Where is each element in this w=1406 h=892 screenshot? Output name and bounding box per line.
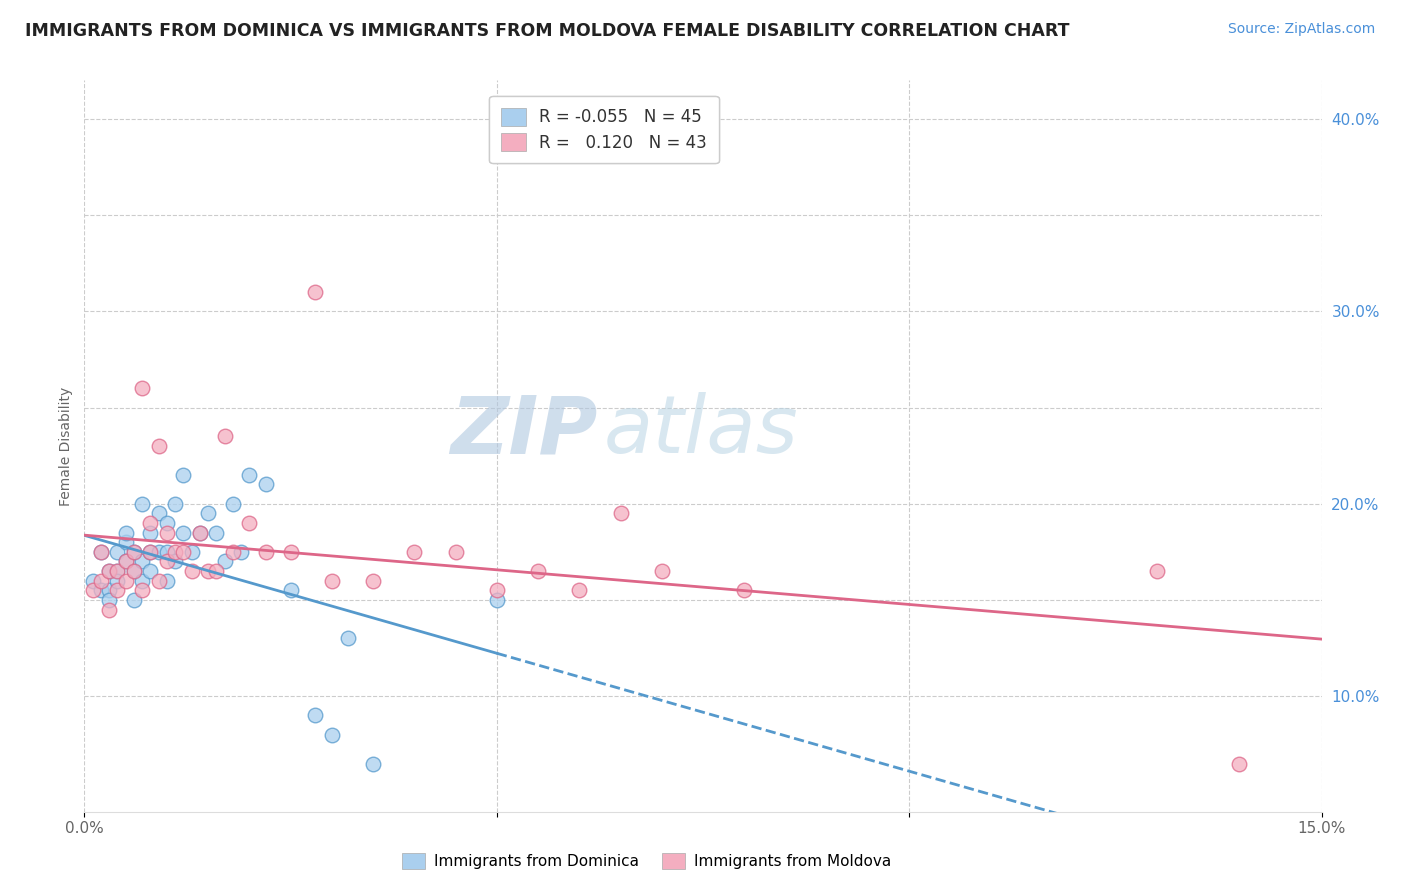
Point [114,535,136,549]
Legend: R = -0.055   N = 45, R =   0.120   N = 43: R = -0.055 N = 45, R = 0.120 N = 43 [489,96,718,163]
Point [131,381,153,395]
Point [122,564,145,578]
Point [485,583,508,598]
Point [254,477,277,491]
Text: ZIP: ZIP [450,392,598,470]
Point [197,507,219,521]
Point [105,583,128,598]
Point [148,439,170,453]
Point [361,574,384,588]
Point [98,593,121,607]
Point [180,545,202,559]
Text: IMMIGRANTS FROM DOMINICA VS IMMIGRANTS FROM MOLDOVA FEMALE DISABILITY CORRELATIO: IMMIGRANTS FROM DOMINICA VS IMMIGRANTS F… [25,22,1070,40]
Point [122,593,145,607]
Point [280,545,302,559]
Point [165,554,187,568]
Point [238,467,260,482]
Point [222,497,245,511]
Point [131,583,153,598]
Point [105,564,128,578]
Point [156,574,179,588]
Point [156,545,179,559]
Point [131,497,153,511]
Point [651,564,673,578]
Point [404,545,426,559]
Point [444,545,467,559]
Point [114,554,136,568]
Point [139,516,162,530]
Point [254,545,277,559]
Point [139,545,162,559]
Point [122,545,145,559]
Point [90,545,112,559]
Y-axis label: Female Disability: Female Disability [59,386,73,506]
Text: atlas: atlas [605,392,799,470]
Point [609,507,631,521]
Point [172,525,194,540]
Point [114,554,136,568]
Point [280,583,302,598]
Point [139,564,162,578]
Point [148,574,170,588]
Point [114,574,136,588]
Point [131,574,153,588]
Point [214,554,236,568]
Point [122,545,145,559]
Point [321,574,343,588]
Point [197,564,219,578]
Point [229,545,252,559]
Point [361,756,384,771]
Point [172,545,194,559]
Point [131,554,153,568]
Point [172,467,194,482]
Point [188,525,211,540]
Point [82,583,104,598]
Point [105,564,128,578]
Legend: Immigrants from Dominica, Immigrants from Moldova: Immigrants from Dominica, Immigrants fro… [396,847,897,875]
Point [165,497,187,511]
Point [321,728,343,742]
Point [139,545,162,559]
Point [90,545,112,559]
Point [98,602,121,616]
Point [165,545,187,559]
Point [205,525,228,540]
Point [98,564,121,578]
Point [214,429,236,443]
Point [180,564,202,578]
Point [105,545,128,559]
Point [188,525,211,540]
Point [114,525,136,540]
Point [527,564,550,578]
Point [105,574,128,588]
Point [82,574,104,588]
Point [98,583,121,598]
Point [205,564,228,578]
Point [238,516,260,530]
Point [304,285,326,299]
Point [122,564,145,578]
Point [1146,564,1168,578]
Point [733,583,755,598]
Point [156,516,179,530]
Point [1227,756,1250,771]
Point [156,554,179,568]
Point [90,574,112,588]
Point [568,583,591,598]
Point [148,507,170,521]
Point [98,564,121,578]
Point [304,708,326,723]
Point [139,525,162,540]
Point [90,583,112,598]
Point [156,525,179,540]
Point [222,545,245,559]
Text: Source: ZipAtlas.com: Source: ZipAtlas.com [1227,22,1375,37]
Point [485,593,508,607]
Point [337,632,360,646]
Point [148,545,170,559]
